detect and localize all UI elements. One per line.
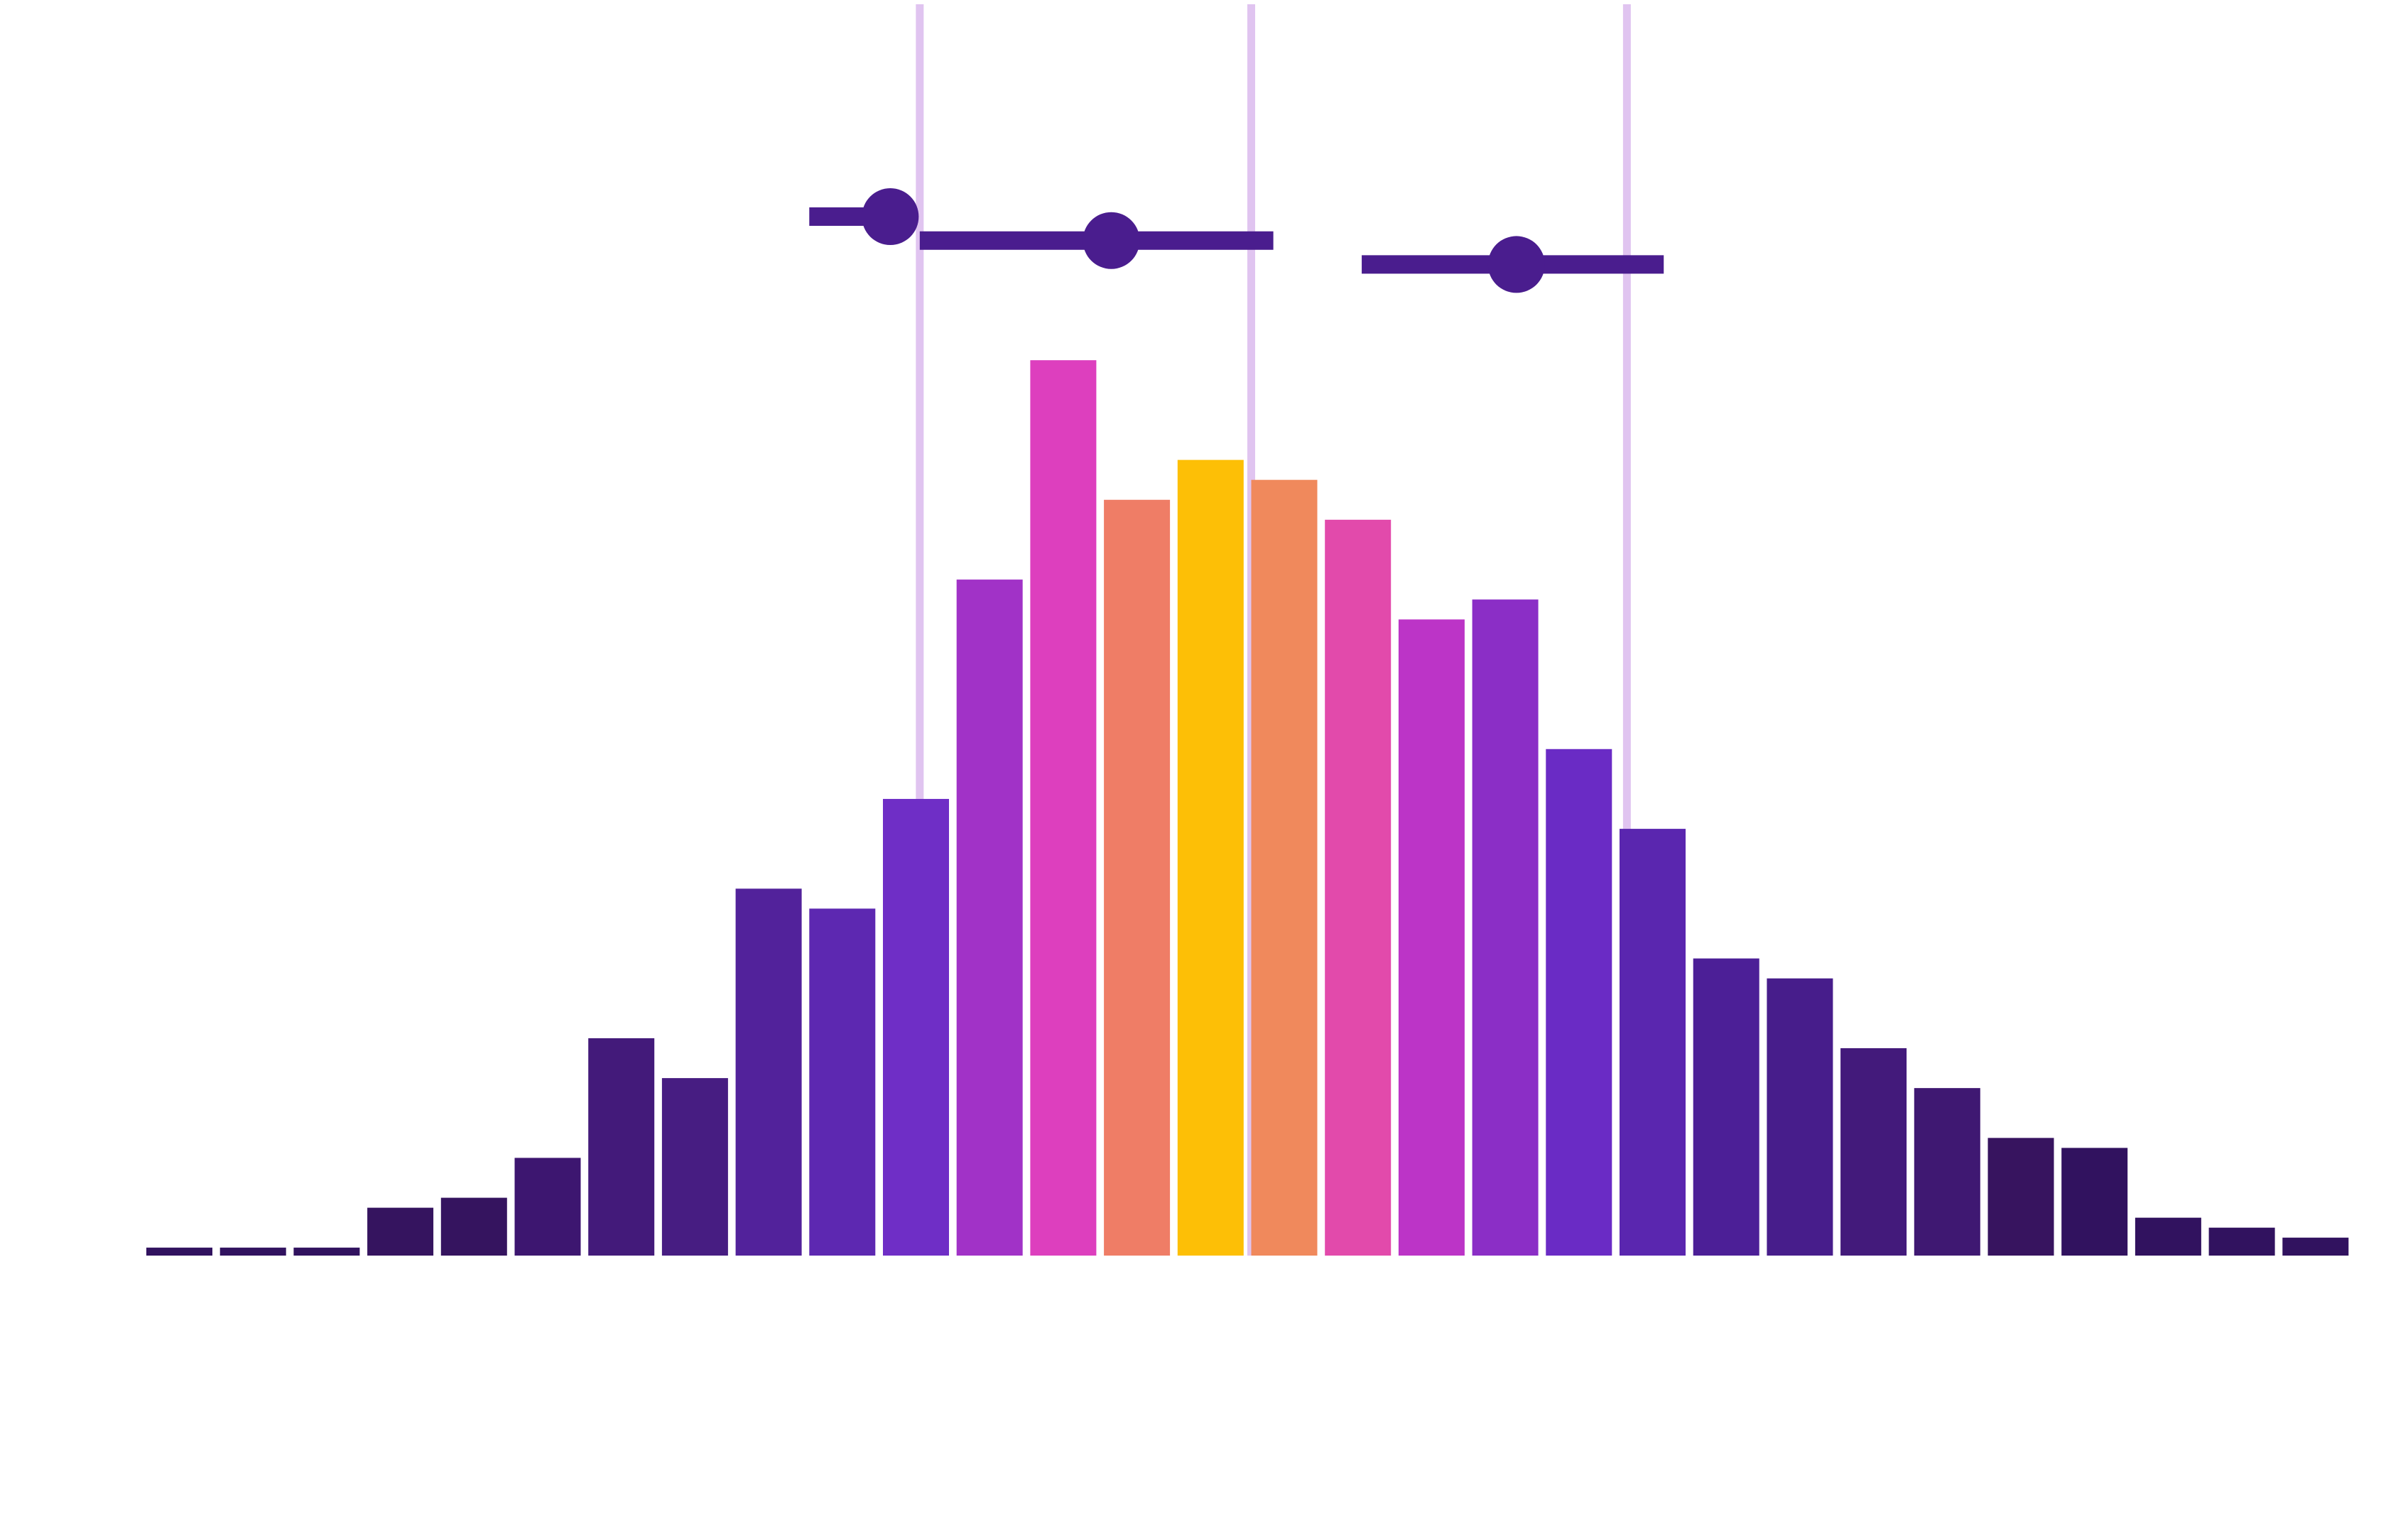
bar-28: [2135, 1217, 2201, 1256]
interval-point-2: [1083, 212, 1140, 269]
bar-24: [1840, 1048, 1907, 1256]
bar-23: [1767, 978, 1833, 1256]
interval-estimates: [809, 188, 1664, 293]
bar-11: [883, 798, 949, 1256]
bar-2: [219, 1247, 286, 1256]
bar-6: [514, 1158, 581, 1256]
interval-point-1: [862, 188, 919, 246]
bar-9: [735, 888, 802, 1256]
bar-15: [1177, 459, 1244, 1256]
bar-25: [1914, 1088, 1980, 1256]
bar-1: [146, 1247, 212, 1256]
bar-14: [1104, 499, 1171, 1256]
bar-3: [293, 1247, 360, 1256]
bar-27: [2061, 1148, 2128, 1256]
bar-22: [1693, 958, 1759, 1256]
bar-8: [661, 1078, 728, 1256]
bar-19: [1472, 599, 1539, 1256]
bar-16: [1251, 479, 1318, 1256]
bar-4: [367, 1207, 434, 1256]
bar-10: [809, 908, 876, 1256]
bar-18: [1398, 619, 1465, 1256]
bar-29: [2208, 1227, 2275, 1256]
bars-group: [146, 360, 2349, 1256]
bar-30: [2282, 1237, 2349, 1256]
bar-17: [1325, 519, 1392, 1256]
bar-26: [1987, 1138, 2054, 1256]
bar-12: [956, 580, 1023, 1256]
interval-point-3: [1487, 236, 1545, 293]
bar-20: [1546, 749, 1612, 1256]
bar-5: [440, 1197, 507, 1256]
bar-13: [1030, 360, 1097, 1256]
bar-7: [588, 1038, 655, 1256]
bar-21: [1620, 829, 1686, 1256]
